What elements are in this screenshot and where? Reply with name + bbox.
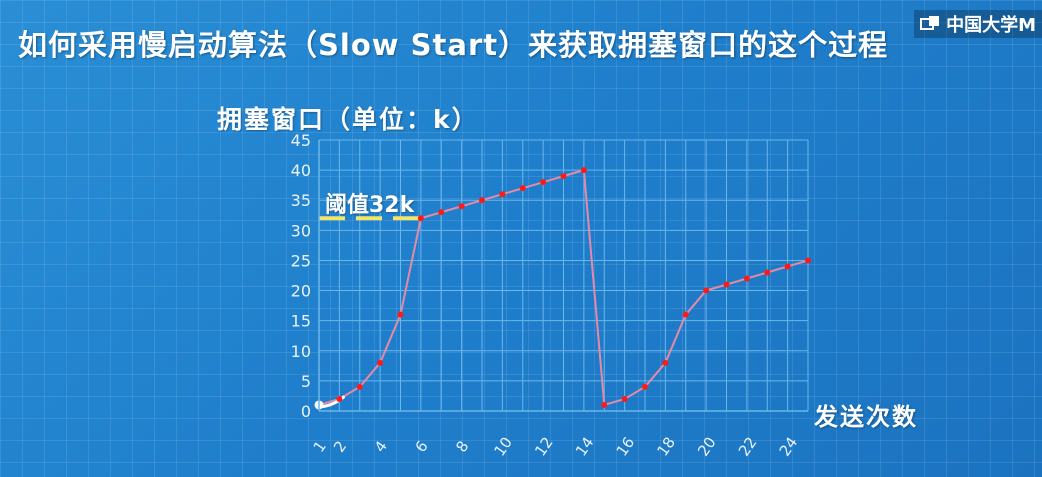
- data-point: [438, 209, 445, 216]
- data-point: [356, 383, 363, 390]
- x-axis-label: 发送次数: [814, 403, 918, 431]
- data-point: [336, 395, 343, 402]
- x-tick-label: 18: [653, 434, 679, 460]
- x-tick-label: 12: [531, 434, 557, 460]
- y-tick-label: 35: [291, 191, 311, 210]
- x-tick-label: 6: [412, 438, 432, 456]
- x-tick-label: 1: [310, 438, 330, 456]
- logo-text: 中国大学M: [946, 15, 1036, 36]
- data-point: [662, 359, 669, 366]
- logo: 中国大学M: [914, 10, 1042, 38]
- y-tick-label: 20: [291, 282, 311, 301]
- data-point: [621, 395, 628, 402]
- data-point: [499, 191, 506, 198]
- y-tick-label: 30: [291, 221, 311, 240]
- data-point: [479, 197, 485, 204]
- logo-icon: [920, 16, 940, 32]
- data-point: [642, 383, 648, 390]
- data-point: [397, 311, 404, 318]
- y-tick-label: 10: [291, 342, 311, 361]
- data-point: [417, 215, 424, 222]
- x-tick-label: 4: [371, 438, 391, 456]
- threshold-label: 阈值32k: [325, 193, 415, 218]
- data-point: [580, 167, 587, 174]
- data-point: [784, 263, 791, 270]
- data-point: [519, 185, 526, 192]
- y-tick-label: 15: [291, 312, 311, 331]
- x-tick-label: 14: [572, 434, 598, 460]
- y-tick-label: 40: [291, 161, 311, 180]
- data-point: [764, 269, 771, 276]
- x-tick-label: 16: [613, 434, 639, 460]
- x-tick-label: 22: [735, 434, 761, 460]
- x-tick-label: 2: [330, 438, 350, 456]
- data-point: [377, 359, 384, 366]
- data-point: [601, 401, 608, 408]
- y-tick-label: 0: [301, 402, 311, 421]
- x-tick-label: 24: [776, 434, 802, 460]
- data-point: [743, 275, 750, 282]
- data-point: [540, 179, 547, 186]
- y-tick-label: 45: [291, 131, 311, 150]
- y-tick-label: 25: [291, 251, 311, 270]
- data-point: [723, 281, 730, 288]
- page-title: 如何采用慢启动算法（Slow Start）来获取拥塞窗口的这个过程: [18, 28, 889, 62]
- x-tick-label: 10: [490, 434, 516, 460]
- y-tick-label: 5: [301, 372, 311, 391]
- data-point: [458, 203, 465, 210]
- x-tick-label: 8: [452, 438, 472, 456]
- x-tick-label: 20: [694, 434, 720, 460]
- data-point: [560, 173, 567, 180]
- data-point: [682, 311, 689, 318]
- data-point: [703, 287, 710, 294]
- y-axis-label: 拥塞窗口（单位：k）: [217, 105, 479, 134]
- data-point: [805, 257, 811, 264]
